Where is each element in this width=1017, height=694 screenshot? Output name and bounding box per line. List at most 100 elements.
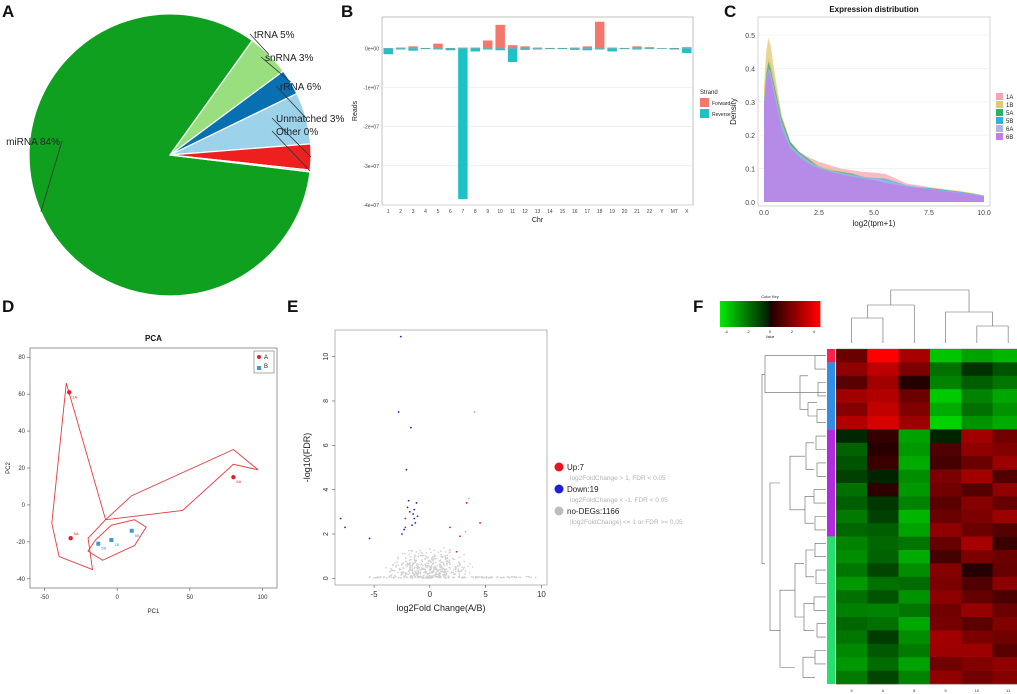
color-key-swatch [758, 301, 761, 327]
bar-xtick-label: 21 [634, 209, 640, 215]
volcano-point-nodeg [379, 576, 381, 579]
volcano-point-up [455, 550, 458, 553]
volcano-point-nodeg [390, 569, 392, 572]
volcano-point-nodeg [423, 576, 425, 579]
volcano-point-nodeg [419, 572, 422, 574]
bar-xtick-label: 13 [535, 209, 541, 215]
heatmap-cell [961, 523, 993, 537]
heatmap-cell [961, 429, 993, 444]
heatmap-cell [836, 483, 868, 497]
volcano-point-nodeg [448, 559, 451, 561]
volcano-point-nodeg [410, 564, 412, 567]
bar-ytick-label: -1e+07 [363, 86, 379, 92]
volcano-point-nodeg [476, 576, 478, 578]
row-dendrogram [814, 355, 826, 370]
heatmap-cell [867, 536, 899, 551]
volcano-point-nodeg [422, 576, 425, 579]
heatmap-cell [961, 617, 993, 631]
volcano-point-nodeg [429, 577, 431, 579]
bar-forward-6 [445, 47, 456, 49]
bar-xtick-label: 2 [399, 209, 402, 215]
volcano-point-nodeg [457, 576, 460, 578]
heatmap-cell [992, 576, 1017, 591]
density-legend-label: 6B [1006, 135, 1013, 141]
heatmap-col-label: 5 [851, 688, 854, 693]
color-key-swatch [800, 301, 803, 327]
volcano-point-nodeg [427, 563, 430, 565]
volcano-point-nodeg [400, 574, 402, 576]
color-key-swatch [760, 301, 763, 327]
volcano-point-nodeg [463, 560, 466, 563]
volcano-point-nodeg [412, 562, 414, 565]
volcano-point-nodeg [416, 567, 418, 569]
row-dendrogram [794, 563, 804, 618]
volcano-xtick-label: -5 [370, 590, 378, 599]
volcano-point-nodeg [506, 576, 509, 578]
pca-point-5A [68, 535, 73, 541]
heatmap-cell [992, 657, 1017, 671]
volcano-point-nodeg [408, 572, 411, 575]
bar-xtick-label: X [685, 209, 689, 215]
volcano-point-up [404, 517, 407, 520]
volcano-point-nodeg [438, 572, 440, 575]
volcano-point-nodeg [432, 558, 435, 561]
volcano-point-nodeg [514, 577, 517, 579]
pie-label: Other 0% [276, 127, 318, 138]
volcano-point-nodeg [400, 572, 403, 574]
volcano-point-nodeg [454, 566, 457, 568]
panel-label-a: A [2, 2, 15, 21]
volcano-point-nodeg [434, 575, 436, 577]
heatmap-cell [898, 349, 931, 363]
color-key-swatch [780, 301, 783, 327]
volcano-point-nodeg [419, 549, 422, 552]
heatmap-cell [929, 657, 962, 671]
bar-xtick-label: 16 [572, 209, 578, 215]
volcano-point-nodeg [427, 565, 430, 567]
volcano-point-nodeg [463, 576, 466, 579]
volcano-legend-desc: log2FoldChange > 1, FDR < 0.05 [570, 475, 666, 482]
volcano-point-nodeg [453, 576, 456, 579]
color-key-title: Color Key [761, 294, 779, 299]
volcano-point-nodeg [464, 573, 466, 575]
volcano-point-nodeg [480, 576, 482, 578]
density-ytick-label: 0.5 [745, 33, 755, 40]
color-key-swatch [738, 301, 741, 327]
volcano-point-nodeg [435, 565, 437, 568]
heatmap-cell [836, 617, 868, 631]
volcano-point-nodeg [382, 576, 385, 579]
density-area-1a [764, 58, 984, 203]
heatmap-cell [836, 442, 868, 457]
volcano-point-nodeg [434, 573, 437, 576]
heatmap-cell [836, 603, 868, 618]
volcano-point-nodeg [376, 577, 379, 579]
volcano-point-nodeg [432, 562, 435, 564]
heatmap-cell [867, 523, 899, 537]
volcano-point-nodeg [433, 557, 436, 560]
volcano-point-nodeg [453, 573, 456, 575]
volcano-point-nodeg [408, 563, 411, 565]
volcano-point-nodeg [438, 575, 441, 578]
pca-point-1B [109, 538, 114, 542]
volcano-point-nodeg [389, 574, 392, 577]
volcano-point-nodeg [530, 576, 532, 579]
bar-forward-19 [607, 47, 617, 49]
volcano-point-down [403, 528, 406, 531]
color-key-swatch [774, 301, 777, 327]
volcano-point-nodeg [438, 572, 441, 574]
volcano-point-nodeg [445, 577, 447, 580]
row-dendrogram [805, 549, 814, 578]
volcano-point-nodeg [420, 576, 423, 578]
volcano-point-nodeg [460, 570, 462, 573]
volcano-point-nodeg [440, 564, 442, 567]
bar-forward-MT [669, 47, 680, 49]
bar-reverse-15 [557, 48, 568, 50]
heatmap-cell [961, 416, 993, 430]
volcano-point-nodeg [433, 567, 435, 570]
volcano-point-nodeg [395, 566, 397, 568]
heatmap-cell [898, 509, 931, 524]
volcano-point-nodeg [496, 576, 499, 578]
volcano-point-nodeg [419, 569, 421, 571]
heatmap-cell [961, 362, 993, 377]
volcano-point-nodeg [438, 576, 440, 579]
pca-point-label: 5A [74, 531, 79, 536]
